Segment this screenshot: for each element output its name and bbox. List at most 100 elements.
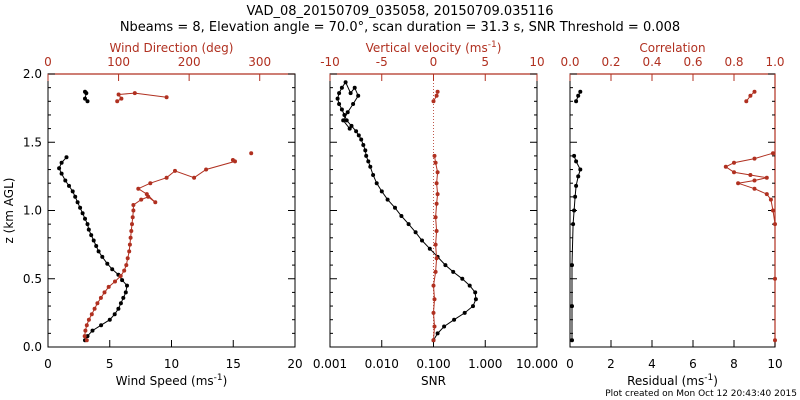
data-point [130, 222, 134, 227]
data-point [121, 295, 126, 300]
data-point [578, 167, 583, 172]
data-point [432, 153, 437, 158]
data-point [130, 215, 135, 220]
data-point [128, 235, 133, 240]
data-point [431, 283, 436, 288]
x-top-tick-label: 300 [248, 55, 271, 69]
series-correlation [723, 89, 777, 343]
data-point [433, 242, 438, 247]
data-point [192, 175, 197, 180]
data-point [95, 301, 100, 306]
x-bottom-tick-label: 1.000 [468, 357, 502, 371]
data-point [351, 102, 356, 106]
x-top-tick-label: 100 [107, 55, 130, 69]
data-point [164, 95, 169, 100]
data-point [467, 283, 472, 288]
data-point [59, 160, 64, 165]
data-point [748, 173, 753, 177]
data-point [771, 151, 775, 156]
data-point [110, 267, 115, 272]
data-point [249, 151, 254, 156]
x-bottom-tick-label: 15 [226, 357, 241, 371]
data-point [452, 317, 457, 322]
data-point [125, 283, 129, 288]
series-line [724, 152, 776, 341]
series-line [571, 155, 581, 341]
x-bottom-tick-label: 0.001 [313, 357, 347, 371]
data-point [92, 306, 97, 311]
x-top-tick-label: 200 [178, 55, 201, 69]
data-point [471, 304, 475, 309]
data-point [399, 214, 404, 218]
data-point [85, 99, 90, 104]
data-point [406, 222, 411, 227]
data-point [773, 338, 777, 343]
data-point [112, 312, 117, 317]
data-point [345, 110, 350, 115]
data-point [99, 323, 104, 328]
x-top-tick-label: 0.8 [724, 55, 743, 69]
data-point [573, 194, 578, 199]
data-point [462, 310, 467, 315]
data-point [83, 328, 88, 333]
data-point [413, 230, 418, 235]
x-top-tick-label: 10 [529, 55, 544, 69]
data-point [773, 276, 777, 281]
data-point [63, 178, 68, 183]
data-point [348, 91, 353, 96]
data-point [435, 192, 440, 197]
data-point [363, 148, 368, 153]
data-point [120, 278, 125, 283]
x-bottom-tick-label: 10.000 [516, 357, 558, 371]
data-point [341, 118, 346, 123]
data-point [434, 201, 439, 206]
data-point [576, 93, 581, 98]
title-line-2: Nbeams = 8, Elevation angle = 70.0°, sca… [120, 20, 680, 35]
data-point [473, 297, 478, 302]
y-axis-label: z (km AGL) [2, 178, 16, 244]
data-point [393, 205, 397, 210]
data-point [427, 246, 432, 251]
data-point [106, 284, 111, 289]
data-point [90, 328, 95, 333]
data-point [364, 153, 369, 158]
series-wind-speed [57, 89, 129, 343]
data-point [771, 208, 775, 213]
data-point [460, 276, 465, 281]
data-point [473, 290, 478, 295]
data-point [144, 192, 149, 197]
title-line-1: VAD_08_20150709_035058, 20150709.035116 [247, 4, 554, 19]
data-point [164, 175, 169, 180]
data-point [764, 192, 769, 197]
x-bottom-tick-label: 0.010 [365, 357, 399, 371]
data-point [371, 173, 376, 177]
y-tick-label: 2.0 [23, 67, 42, 81]
data-point [67, 183, 71, 188]
data-point [116, 92, 121, 97]
panel-right: 0 2 4 6 8 10 Residual (ms-1) 0.0 0.2 0.4 0.6 0.8 1.0… [560, 41, 784, 388]
data-point [59, 171, 64, 176]
x-bottom-tick-label: 6 [689, 357, 697, 371]
x-bottom-tick-label: 0 [566, 357, 574, 371]
x-top-tick-label: -10 [320, 55, 340, 69]
series-line [337, 81, 477, 341]
data-point [752, 186, 757, 191]
x-bottom-tick-label: 10 [767, 357, 782, 371]
data-point [572, 208, 577, 213]
data-point [89, 312, 94, 317]
data-point [433, 215, 438, 220]
data-point [431, 338, 436, 343]
data-point [433, 160, 438, 165]
x-bottom-tick-label: 4 [648, 357, 656, 371]
data-point [732, 160, 736, 165]
data-point [100, 254, 105, 259]
data-point [768, 197, 773, 202]
x-top-tick-label: 0.2 [601, 55, 620, 69]
data-point [139, 197, 144, 202]
data-point [153, 200, 158, 205]
data-point [359, 137, 364, 142]
data-point [94, 244, 99, 248]
x-top-axis-label: Correlation [639, 41, 705, 55]
